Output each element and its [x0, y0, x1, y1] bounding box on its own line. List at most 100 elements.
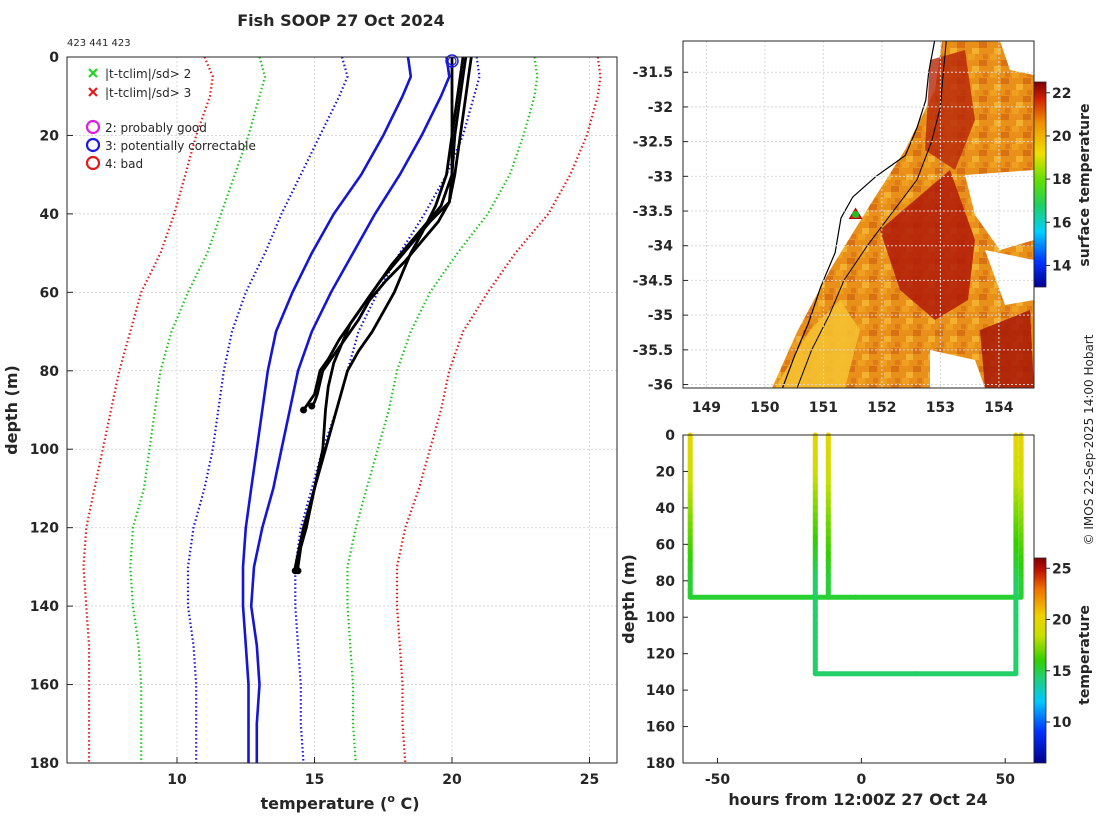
- profile-x-tick-label: 25: [580, 772, 599, 788]
- depth-time-y-tick-label: 40: [656, 501, 676, 517]
- coastline: [781, 41, 936, 388]
- map-x-tick-label: 153: [926, 400, 955, 416]
- magenta-circle-icon: [85, 119, 101, 135]
- profile-end-point: [300, 406, 307, 414]
- cloud-gap-3: [930, 350, 985, 388]
- sst-colorbar-tick-label: 20: [1052, 129, 1072, 145]
- temperature-colorbar-tick-label: 10: [1052, 715, 1072, 731]
- depth-time-panel: -50 0 50 0 20 40 60 80 100 120 140 160 180 hours fro…: [619, 428, 1093, 809]
- depth-time-x-tick-label: 50: [995, 772, 1015, 788]
- legend-item-flag-4: 4: bad: [85, 155, 143, 171]
- climatology-line: [82, 57, 214, 763]
- temperature-colorbar-tick-label: 25: [1052, 561, 1071, 577]
- profile-panel: Fish SOOP 27 Oct 2024 423 441 423 10 15 20…: [2, 11, 618, 813]
- depth-time-y-tick-label: 160: [646, 720, 675, 736]
- map-y-tick-label: -32.5: [633, 135, 673, 151]
- map-y-tick-label: -31.5: [633, 65, 673, 81]
- station-dot: [852, 211, 860, 218]
- map-grid: [683, 41, 1034, 388]
- legend-item-flag-2: 2: probably good: [85, 119, 207, 135]
- depth-time-y-tick-label: 140: [646, 683, 675, 699]
- legend-label-flag-2: 2: probably good: [105, 121, 207, 135]
- sst-colorbar-ticks: 14 16 18 20 22: [1046, 86, 1072, 274]
- sst-warm-current: [925, 50, 975, 170]
- climatology-line: [346, 57, 539, 763]
- sst-colorbar-tick-label: 18: [1052, 172, 1071, 188]
- profile-y-tick-label: 180: [30, 756, 59, 772]
- profile-y-tick-label: 40: [40, 207, 60, 223]
- profile-end-point: [291, 567, 299, 575]
- map-x-tick-label: 151: [809, 400, 838, 416]
- cruise-ids: 423 441 423: [67, 38, 131, 49]
- figure-title: Fish SOOP 27 Oct 2024: [237, 11, 445, 30]
- map-y-tick-label: -33.5: [633, 204, 673, 220]
- sst-colorbar: [1033, 81, 1047, 288]
- legend-item-2sd: |t-tclim|/sd> 2: [88, 67, 191, 81]
- red-x-icon: [88, 87, 98, 97]
- temperature-profile-line: [293, 57, 465, 571]
- climatology-lines: [82, 57, 602, 763]
- depth-time-y-tick-label: 80: [656, 574, 676, 590]
- sst-colorbar-tick-label: 16: [1052, 215, 1071, 231]
- cloud-gap-4: [1000, 41, 1034, 75]
- legend-label-flag-4: 4: bad: [105, 157, 143, 171]
- cloud-gap-1: [965, 170, 1034, 250]
- temperature-colorbar: [1033, 557, 1047, 764]
- profile-x-tick-label: 15: [305, 772, 324, 788]
- temperature-profiles: [291, 57, 473, 575]
- profile-y-tick-label: 160: [30, 678, 59, 694]
- flag-circle-outer: [445, 54, 459, 68]
- blue-circle-icon: [85, 137, 101, 153]
- legend-item-3sd: |t-tclim|/sd> 3: [88, 86, 191, 100]
- map-ticks: 149 150 151 152 153 154 -31.5 -32 -32.5 -33 -33.5 -…: [633, 65, 1014, 416]
- climatology-line: [186, 57, 349, 763]
- profile-ticks: 10 15 20 25 0 20 40 60 80 100 120 140 160 180: [30, 50, 599, 788]
- climatology-line: [241, 57, 413, 763]
- depth-time-ticks: -50 0 50 0 20 40 60 80 100 120 140 160 180: [646, 428, 1015, 788]
- temperature-colorbar-tick-label: 15: [1052, 664, 1071, 680]
- depth-time-y-axis-label: depth (m): [619, 554, 638, 644]
- sst-cool-shelf: [775, 300, 860, 388]
- profile-x-axis-label: temperature (o C): [260, 792, 419, 813]
- profile-y-tick-label: 0: [49, 50, 59, 66]
- temperature-colorbar-label: temperature: [1077, 605, 1093, 705]
- map-x-tick-label: 150: [750, 400, 779, 416]
- profile-y-tick-label: 80: [40, 364, 60, 380]
- profile-x-tick-label: 20: [442, 772, 462, 788]
- map-y-tick-label: -32: [648, 100, 673, 116]
- sst-map-panel: 149 150 151 152 153 154 -31.5 -32 -32.5 -33 -33.5 -…: [633, 40, 1093, 416]
- profile-x-tick-label: 10: [167, 772, 187, 788]
- temperature-colorbar-tick-label: 20: [1052, 613, 1072, 629]
- profile-y-tick-label: 100: [30, 442, 59, 458]
- profile-y-tick-label: 60: [40, 285, 60, 301]
- legend-label-flag-3: 3: potentially correctable: [105, 139, 256, 153]
- climatology-line: [249, 57, 451, 763]
- depth-time-x-tick-label: 0: [857, 772, 867, 788]
- profile-y-axis-label: depth (m): [2, 365, 21, 455]
- legend-label-3sd: |t-tclim|/sd> 3: [105, 86, 191, 100]
- cloud-gap-2: [985, 250, 1034, 305]
- map-x-tick-label: 154: [984, 400, 1013, 416]
- map-y-tick-label: -33: [648, 169, 673, 185]
- red-circle-icon: [85, 155, 101, 171]
- sst-colorbar-tick-label: 22: [1052, 86, 1071, 102]
- profile-y-tick-label: 140: [30, 599, 59, 615]
- sst-warm-patch: [980, 310, 1034, 388]
- map-y-tick-label: -35.5: [633, 343, 673, 359]
- depth-time-y-tick-label: 20: [656, 464, 676, 480]
- profile-end-point: [308, 402, 316, 410]
- map-y-tick-label: -34: [648, 239, 674, 255]
- depth-time-x-tick-label: -50: [705, 772, 731, 788]
- map-y-tick-label: -34.5: [633, 273, 673, 289]
- profile-grid: [67, 56, 617, 764]
- green-x-icon: [88, 68, 98, 78]
- legend-item-flag-3: 3: potentially correctable: [85, 137, 256, 153]
- depth-time-tracks: [687, 432, 1024, 677]
- sst-colorbar-tick-label: 14: [1052, 258, 1072, 274]
- imos-credit: © IMOS 22-Sep-2025 14:00 Hobart: [1082, 334, 1096, 545]
- sst-colorbar-label: surface temperature: [1077, 103, 1093, 266]
- depth-time-y-tick-label: 120: [646, 647, 675, 663]
- profile-y-tick-label: 120: [30, 521, 59, 537]
- sst-warm-eddy: [880, 170, 975, 320]
- station-marker: [848, 207, 863, 219]
